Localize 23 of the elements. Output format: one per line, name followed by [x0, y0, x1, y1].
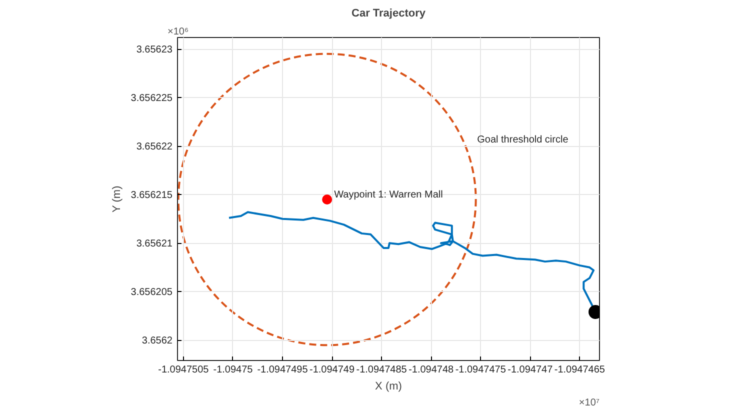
y-tick-label: 3.6562: [142, 336, 173, 347]
x-tick-label: -1.094748: [408, 364, 454, 376]
x-tick-label: -1.0947485: [356, 364, 408, 376]
x-tick-label: -1.094747: [508, 364, 554, 376]
x-tick-label: -1.0947465: [554, 364, 606, 376]
y-tick-label: 3.65622: [136, 142, 173, 153]
x-tick-label: -1.0947505: [158, 364, 210, 376]
annotation: Waypoint 1: Warren Mall: [334, 189, 443, 200]
text: ×10⁶: [168, 26, 189, 38]
y-tick-label: 3.65623: [136, 44, 173, 56]
x-tick-label: -1.094749: [310, 364, 355, 376]
text: ×10⁷: [578, 398, 600, 408]
y-tick-label: 3.65621: [136, 238, 173, 250]
y-tick-label: 3.656205: [130, 287, 173, 298]
y-tick-label: 3.656215: [130, 190, 173, 202]
annotation: Goal threshold circle: [477, 134, 569, 146]
x-tick-label: -1.0947475: [455, 364, 506, 376]
x-axis-title: X (m): [375, 380, 402, 392]
chart-title: Car Trajectory: [352, 8, 426, 20]
x-tick-label: -1.0947495: [257, 364, 308, 376]
y-axis-title: Y (m): [110, 186, 123, 212]
x-tick-label: -1.09475: [213, 364, 254, 376]
y-tick-label: 3.656225: [130, 93, 173, 104]
